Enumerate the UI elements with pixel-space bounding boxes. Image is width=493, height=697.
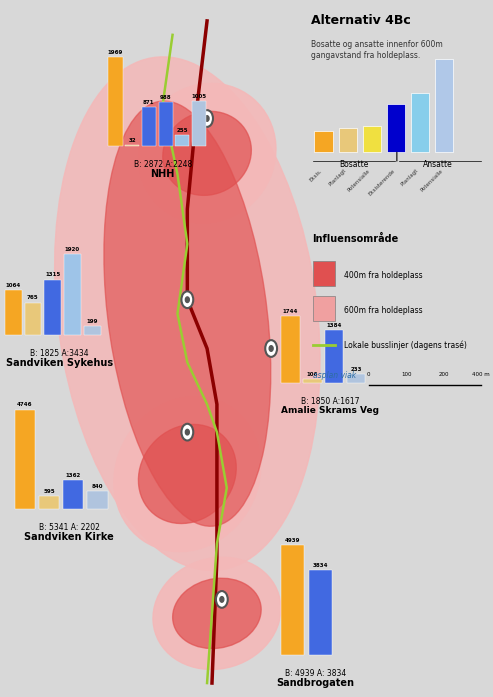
Text: 4939: 4939 [285, 538, 300, 543]
FancyBboxPatch shape [39, 496, 59, 509]
FancyBboxPatch shape [15, 410, 35, 509]
Text: 400 m: 400 m [472, 372, 490, 377]
Ellipse shape [173, 579, 261, 648]
Text: 1362: 1362 [66, 473, 81, 478]
Text: 400m fra holdeplass: 400m fra holdeplass [345, 271, 423, 279]
FancyBboxPatch shape [363, 126, 381, 151]
Bar [313, 296, 335, 321]
Circle shape [181, 291, 193, 308]
Text: 199: 199 [86, 319, 98, 324]
Text: Alternativ 4Bc: Alternativ 4Bc [311, 14, 411, 26]
Text: 840: 840 [92, 484, 103, 489]
Text: Planlagt: Planlagt [400, 168, 420, 187]
FancyBboxPatch shape [84, 326, 101, 335]
FancyBboxPatch shape [159, 102, 173, 146]
Ellipse shape [163, 112, 251, 195]
Text: asplan viak: asplan viak [313, 371, 355, 380]
Text: 1969: 1969 [108, 50, 123, 55]
Text: 765: 765 [27, 296, 39, 300]
Text: 200: 200 [438, 372, 449, 377]
Text: 871: 871 [143, 100, 155, 105]
Text: 1064: 1064 [5, 283, 21, 288]
FancyBboxPatch shape [125, 145, 140, 146]
Text: 32: 32 [128, 138, 136, 143]
Circle shape [205, 116, 209, 121]
Text: Eksisterende: Eksisterende [367, 168, 396, 197]
Circle shape [181, 424, 193, 441]
FancyBboxPatch shape [142, 107, 156, 146]
Text: Ansatte: Ansatte [423, 160, 453, 169]
Text: Bosatte: Bosatte [339, 160, 368, 169]
Text: Potensialle: Potensialle [420, 168, 444, 192]
Circle shape [269, 346, 273, 351]
FancyBboxPatch shape [325, 330, 344, 383]
Text: B: 4939 A: 3834: B: 4939 A: 3834 [285, 669, 346, 678]
FancyBboxPatch shape [25, 302, 41, 335]
Ellipse shape [114, 397, 261, 551]
FancyBboxPatch shape [5, 290, 22, 335]
Text: B: 1825 A:3434: B: 1825 A:3434 [30, 348, 88, 358]
FancyBboxPatch shape [435, 59, 453, 151]
Text: 1315: 1315 [45, 273, 60, 277]
Circle shape [185, 429, 189, 435]
Ellipse shape [55, 57, 320, 570]
Text: 106: 106 [307, 372, 318, 377]
Text: B: 1850 A:1617: B: 1850 A:1617 [301, 397, 359, 406]
Text: 1384: 1384 [326, 323, 342, 328]
FancyBboxPatch shape [44, 279, 61, 335]
FancyBboxPatch shape [411, 93, 429, 151]
Text: 0: 0 [367, 372, 371, 377]
Circle shape [216, 591, 228, 608]
Text: 255: 255 [176, 128, 188, 132]
FancyBboxPatch shape [347, 374, 365, 383]
FancyBboxPatch shape [281, 545, 305, 655]
Text: Bosatte og ansatte innenfor 600m
gangavstand fra holdeplass.: Bosatte og ansatte innenfor 600m gangavs… [311, 40, 442, 60]
Bar [313, 261, 335, 286]
Text: 600m fra holdeplass: 600m fra holdeplass [345, 306, 423, 314]
Ellipse shape [138, 84, 276, 223]
Text: 3834: 3834 [313, 562, 328, 567]
Text: Potensialle: Potensialle [347, 168, 372, 192]
FancyBboxPatch shape [87, 491, 107, 509]
Circle shape [265, 340, 277, 357]
FancyBboxPatch shape [309, 569, 332, 655]
Text: 233: 233 [350, 367, 362, 372]
FancyBboxPatch shape [64, 254, 81, 335]
Text: 100: 100 [401, 372, 412, 377]
Text: Sandviken Kirke: Sandviken Kirke [24, 532, 114, 542]
FancyBboxPatch shape [192, 101, 206, 146]
FancyBboxPatch shape [108, 57, 123, 146]
Text: 595: 595 [43, 489, 55, 494]
FancyBboxPatch shape [315, 131, 333, 151]
Text: Eksis.: Eksis. [309, 168, 323, 183]
FancyBboxPatch shape [281, 316, 300, 383]
FancyBboxPatch shape [339, 128, 356, 151]
FancyBboxPatch shape [175, 135, 189, 146]
Text: 1920: 1920 [65, 247, 80, 252]
Text: Sandviken Sykehus: Sandviken Sykehus [5, 358, 113, 367]
Text: 1744: 1744 [282, 309, 298, 314]
Text: 988: 988 [160, 95, 172, 100]
FancyBboxPatch shape [303, 379, 321, 383]
Text: Amalie Skrams Veg: Amalie Skrams Veg [282, 406, 379, 415]
Text: Lokale busslinjer (dagens trasé): Lokale busslinjer (dagens trasé) [345, 340, 467, 350]
Text: 4746: 4746 [17, 402, 33, 408]
Text: B: 5341 A: 2202: B: 5341 A: 2202 [38, 523, 100, 532]
Circle shape [201, 110, 213, 127]
Text: 1005: 1005 [191, 94, 207, 99]
Text: Influensområde: Influensområde [313, 233, 399, 243]
Text: NHH: NHH [150, 169, 175, 179]
FancyBboxPatch shape [387, 105, 405, 151]
Ellipse shape [104, 101, 271, 526]
Ellipse shape [139, 424, 236, 523]
Text: Sandbrogaten: Sandbrogaten [277, 678, 354, 688]
Text: B: 2872 A:2248: B: 2872 A:2248 [134, 160, 192, 169]
Circle shape [220, 597, 224, 602]
Text: Planlagt: Planlagt [328, 168, 348, 187]
Ellipse shape [153, 558, 281, 669]
Circle shape [185, 297, 189, 302]
FancyBboxPatch shape [63, 480, 83, 509]
